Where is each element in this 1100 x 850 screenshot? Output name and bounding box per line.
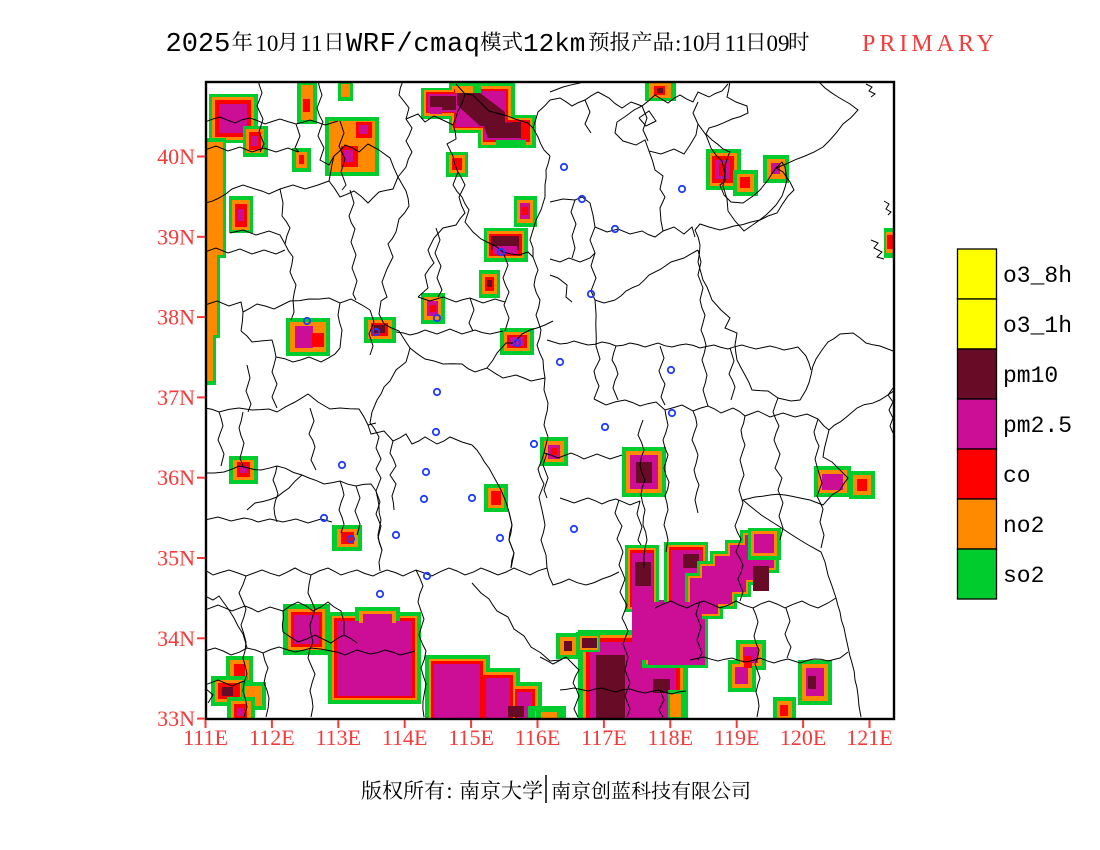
svg-text:115E: 115E xyxy=(448,725,494,750)
svg-text:WRF/cmaq: WRF/cmaq xyxy=(346,30,480,60)
svg-text:33N: 33N xyxy=(157,706,195,731)
svg-text:12km: 12km xyxy=(523,29,585,59)
svg-text:112E: 112E xyxy=(249,725,295,750)
svg-text:36N: 36N xyxy=(157,465,195,490)
svg-text:o3_8h: o3_8h xyxy=(1003,263,1072,289)
svg-text:35N: 35N xyxy=(157,546,195,571)
svg-text:pm10: pm10 xyxy=(1003,363,1058,389)
svg-text:10: 10 xyxy=(255,31,278,56)
svg-text:39N: 39N xyxy=(157,224,195,249)
svg-text:40N: 40N xyxy=(157,144,195,169)
svg-text:11: 11 xyxy=(300,31,322,56)
svg-text:120E: 120E xyxy=(780,725,826,750)
svg-text::: : xyxy=(675,31,681,56)
svg-text:37N: 37N xyxy=(157,385,195,410)
svg-text:09: 09 xyxy=(767,31,790,56)
svg-text:10: 10 xyxy=(682,31,705,56)
svg-text:PRIMARY: PRIMARY xyxy=(862,31,994,57)
svg-text:34N: 34N xyxy=(157,626,195,651)
svg-text:118E: 118E xyxy=(647,725,693,750)
svg-text:111E: 111E xyxy=(183,725,228,750)
svg-text:11: 11 xyxy=(725,31,747,56)
svg-text:38N: 38N xyxy=(157,305,195,330)
svg-text:no2: no2 xyxy=(1003,513,1044,539)
svg-text:so2: so2 xyxy=(1003,563,1044,589)
svg-text:121E: 121E xyxy=(846,725,892,750)
svg-text:117E: 117E xyxy=(581,725,627,750)
svg-text:116E: 116E xyxy=(515,725,561,750)
svg-text:pm2.5: pm2.5 xyxy=(1003,413,1072,439)
svg-text:o3_1h: o3_1h xyxy=(1003,313,1072,339)
svg-text:119E: 119E xyxy=(714,725,760,750)
svg-text:114E: 114E xyxy=(382,725,428,750)
svg-text:113E: 113E xyxy=(315,725,361,750)
svg-text:co: co xyxy=(1003,463,1031,489)
svg-text:2025: 2025 xyxy=(166,30,231,60)
